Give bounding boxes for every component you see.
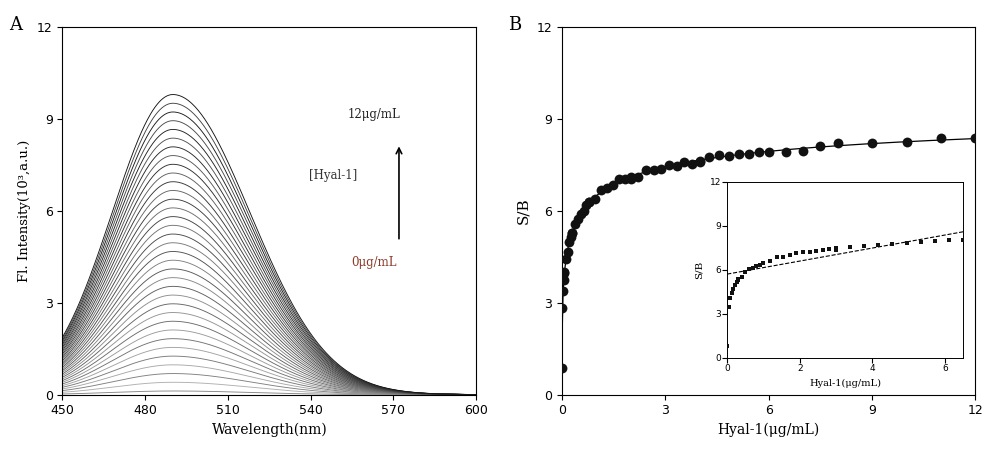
Text: A: A — [9, 16, 22, 34]
Point — [564, 229, 580, 236]
Point — [570, 215, 586, 222]
Point — [576, 207, 592, 215]
Point — [721, 153, 737, 160]
Point — [761, 148, 777, 156]
Point — [573, 210, 589, 217]
Point — [587, 195, 603, 202]
Y-axis label: Fl. Intensity(10³,a.u.): Fl. Intensity(10³,a.u.) — [18, 140, 31, 282]
Point — [599, 184, 615, 192]
Text: 0μg/mL: 0μg/mL — [351, 256, 397, 269]
Point — [617, 176, 633, 183]
Point — [967, 135, 983, 142]
Text: B: B — [508, 16, 521, 34]
Point — [561, 238, 577, 246]
Point — [560, 249, 576, 256]
Point — [555, 287, 571, 295]
X-axis label: Wavelength(nm): Wavelength(nm) — [211, 423, 327, 437]
Text: 12μg/mL: 12μg/mL — [348, 108, 401, 120]
Point — [692, 157, 708, 164]
Point — [692, 158, 708, 165]
Point — [581, 198, 597, 206]
Point — [605, 182, 621, 189]
Point — [556, 270, 572, 277]
Point — [778, 148, 794, 155]
Point — [830, 139, 846, 147]
Point — [646, 167, 662, 174]
Point — [630, 173, 646, 181]
Point — [623, 175, 639, 182]
Point — [812, 143, 828, 150]
Point — [669, 163, 685, 170]
Point — [751, 148, 767, 155]
Y-axis label: S/B: S/B — [517, 197, 531, 224]
Point — [653, 165, 669, 172]
Point — [564, 229, 580, 237]
Point — [554, 365, 570, 372]
Point — [899, 139, 915, 146]
Point — [593, 187, 609, 194]
Point — [741, 150, 757, 157]
Text: [Hyal-1]: [Hyal-1] — [309, 169, 357, 182]
Point — [731, 150, 747, 157]
Point — [638, 167, 654, 174]
Point — [933, 134, 949, 141]
Point — [556, 276, 572, 283]
Point — [558, 256, 574, 263]
Point — [567, 221, 583, 228]
Point — [864, 140, 880, 147]
Point — [611, 176, 627, 183]
X-axis label: Hyal-1(μg/mL): Hyal-1(μg/mL) — [717, 423, 820, 437]
Point — [556, 268, 572, 276]
Point — [623, 174, 639, 181]
Point — [711, 151, 727, 158]
Point — [578, 202, 594, 209]
Point — [795, 147, 811, 154]
Point — [701, 153, 717, 160]
Point — [581, 199, 597, 206]
Point — [676, 158, 692, 166]
Point — [684, 160, 700, 168]
Point — [661, 161, 677, 168]
Point — [563, 233, 579, 240]
Point — [554, 304, 570, 311]
